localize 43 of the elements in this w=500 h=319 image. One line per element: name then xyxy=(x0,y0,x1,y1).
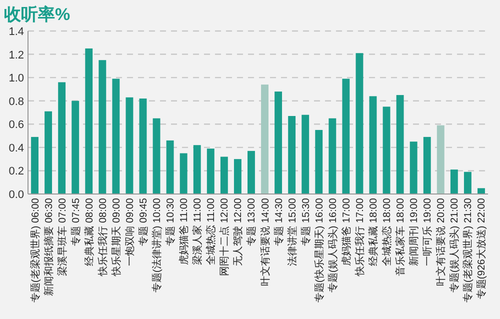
x-tick-label: 叶文有话要说 20:00 xyxy=(435,198,448,286)
x-tick-label: 音乐私家车 18:00 xyxy=(394,198,407,276)
y-tick-label: 0.6 xyxy=(8,119,24,132)
x-tick-label: 专题(老梁观世界) 06:00 xyxy=(29,198,42,302)
x-tick-label: 一炮双响 09:00 xyxy=(124,198,136,266)
x-tick-label: 专题(娱人码头) 16:00 xyxy=(326,198,339,292)
x-tick-label: 快乐任我行 17:00 xyxy=(354,198,366,277)
x-tick-label: 叶文有话要说 14:00 xyxy=(259,198,272,286)
x-tick-label: 专题(老梁观世界) 21:30 xyxy=(462,198,474,302)
x-tick-label: 一听可乐 19:00 xyxy=(422,198,434,266)
x-tick-label: 新闻周刊 19:00 xyxy=(408,198,420,266)
x-tick-label: 虎妈猫爸 17:00 xyxy=(340,198,352,266)
y-tick-label: 0.8 xyxy=(8,96,24,108)
x-tick-label: 专题 13:00 xyxy=(246,198,258,246)
x-tick-label: 梁溪早班车 07:00 xyxy=(56,198,68,276)
x-tick-label: 法律讲堂 15:00 xyxy=(286,198,298,266)
y-tick-label: 0.2 xyxy=(8,166,24,178)
x-tick-label: 全城热恋 18:00 xyxy=(381,198,394,266)
x-tick-label: 经典私藏 08:00 xyxy=(83,198,96,266)
x-tick-label: 专题 14:30 xyxy=(272,198,285,246)
x-tick-label: 梁溪人家 11:00 xyxy=(192,198,204,266)
x-tick-label: 专题(法律讲堂) 10:00 xyxy=(151,198,164,292)
x-tick-label: 快乐星期天 09:00 xyxy=(110,198,122,277)
x-tick-label: 专题 07:45 xyxy=(70,198,82,246)
x-tick-label: 专题 15:30 xyxy=(300,198,312,246)
x-tick-label: 虎妈猫爸 11:00 xyxy=(178,198,190,266)
y-tick-label: 1.2 xyxy=(8,49,24,62)
x-tick-label: 专题 10:30 xyxy=(164,198,177,246)
x-tick-label: 新闻和报纸摘要 06:30 xyxy=(42,198,55,296)
x-tick-label: 专题(娱人码头) 21:00 xyxy=(448,198,461,292)
x-tick-label: 全城热恋 11:00 xyxy=(205,198,218,266)
x-tick-label: 无人驾驶 12:00 xyxy=(232,198,244,266)
x-tick-label: 专题(926大放送) 22:00 xyxy=(476,198,488,300)
x-tick-label: 专题 09:45 xyxy=(138,198,150,246)
x-tick-label: 网罔十二点 12:00 xyxy=(218,198,231,276)
y-tick-label: 1.0 xyxy=(8,72,24,85)
title: 收听率% xyxy=(4,5,70,24)
x-tick-label: 快乐任我行 08:00 xyxy=(96,198,109,277)
x-tick-label: 经典私藏 18:00 xyxy=(368,198,380,266)
y-tick-label: 0.4 xyxy=(8,142,24,154)
x-tick-label: 专题(快乐星期天) 16:00 xyxy=(313,198,326,302)
y-tick-label: 0.0 xyxy=(8,189,24,201)
y-tick-label: 1.4 xyxy=(8,26,24,38)
